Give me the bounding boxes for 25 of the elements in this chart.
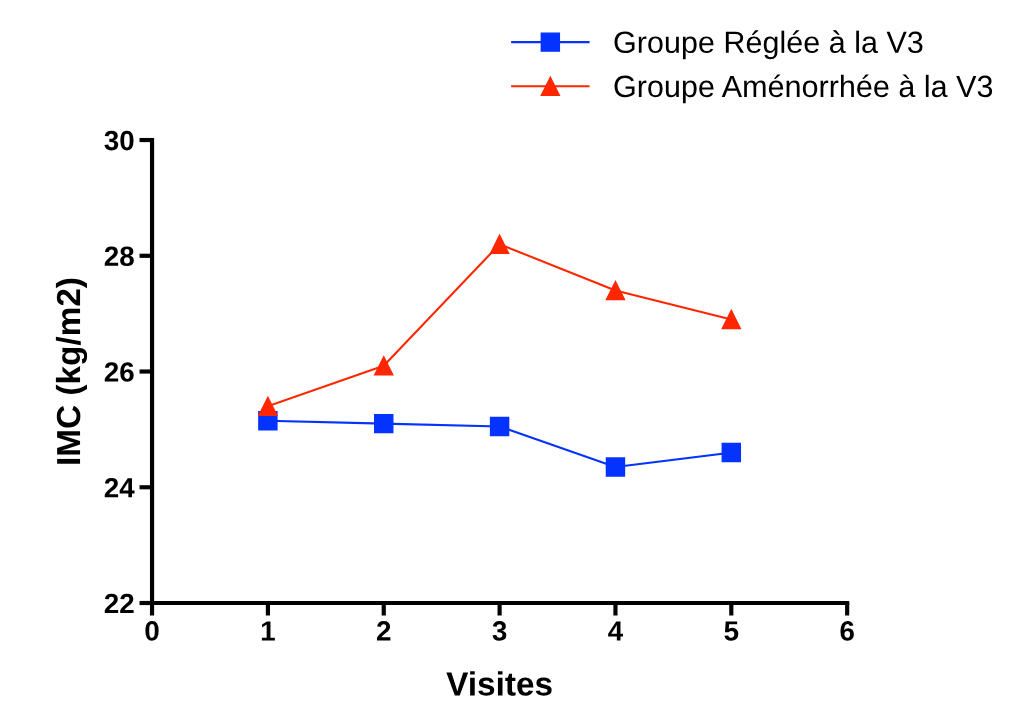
x-axis-title: Visites <box>446 671 552 696</box>
y-tick-label: 24 <box>104 477 135 498</box>
point <box>721 442 742 463</box>
point <box>605 457 626 477</box>
point <box>489 234 510 254</box>
x-tick-label: 0 <box>145 621 159 641</box>
point <box>605 280 626 301</box>
point <box>258 396 278 416</box>
y-tick-label: 28 <box>104 246 134 267</box>
point <box>374 413 394 434</box>
x-tick-label: 4 <box>608 621 624 641</box>
x-tick-label: 2 <box>376 621 391 641</box>
y-tick-label: 22 <box>104 593 134 614</box>
y-axis-title: IMC (kg/m2) <box>55 278 88 464</box>
legend-label: Groupe Aménorrhée à la V3 <box>614 74 993 104</box>
y-tick-label: 30 <box>104 130 134 151</box>
legend-label: Groupe Réglée à la V3 <box>614 30 923 60</box>
x-tick-label: 1 <box>261 621 275 641</box>
y-tick-label: 26 <box>104 362 134 382</box>
point <box>489 416 510 437</box>
x-tick-label: 5 <box>724 621 739 641</box>
x-tick-label: 3 <box>492 621 507 641</box>
point <box>374 356 394 376</box>
x-tick-label: 6 <box>840 621 854 641</box>
point <box>721 309 742 330</box>
